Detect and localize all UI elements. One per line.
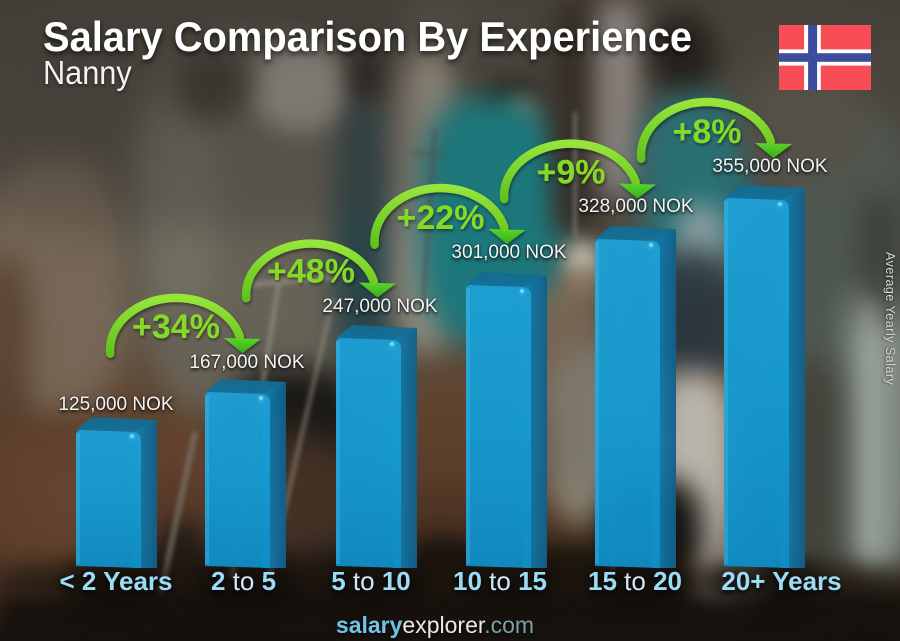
svg-text:+8%: +8% <box>673 113 742 151</box>
svg-text:+34%: +34% <box>132 308 220 346</box>
svg-text:+22%: +22% <box>397 199 485 237</box>
svg-text:+48%: +48% <box>267 253 355 291</box>
svg-text:+9%: +9% <box>537 154 606 192</box>
